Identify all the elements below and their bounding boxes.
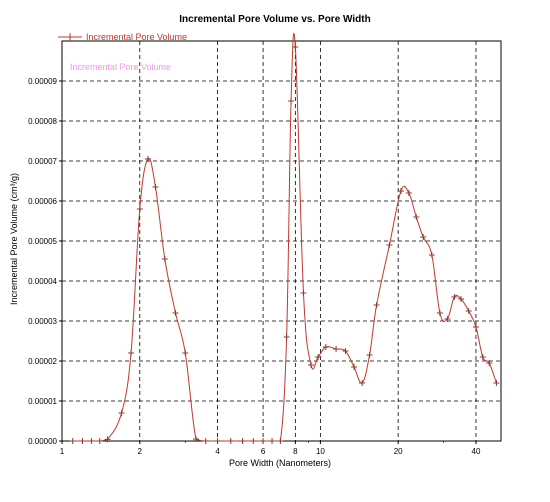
data-point-8	[144, 156, 151, 162]
data-point-38	[413, 214, 420, 220]
data-point-16	[227, 438, 234, 444]
data-point-31	[351, 364, 358, 370]
data-point-28	[322, 344, 329, 350]
y-axis-label: Incremental Pore Volume (cm³/g)	[9, 173, 19, 305]
data-point-18	[250, 438, 257, 444]
data-point-1	[79, 438, 86, 444]
data-point-46	[472, 324, 479, 330]
y-axis-ticks: 0.00000 0.00001 0.00002 0.00003 0.00004 0.000…	[28, 77, 62, 446]
data-point-26	[308, 362, 315, 368]
x-tick-label-1: 2	[138, 447, 143, 456]
data-point-44	[457, 296, 464, 302]
x-axis-ticks: 1 2 4 6 8 10 20 40	[60, 441, 481, 456]
y-tick-label-3: 0.00003	[28, 317, 57, 326]
data-point-29	[333, 346, 340, 352]
data-point-6	[128, 350, 135, 356]
data-point-43	[451, 294, 458, 300]
x-tick-label-4: 8	[293, 447, 298, 456]
data-point-13	[192, 436, 199, 442]
y-tick-label-2: 0.00002	[28, 357, 57, 366]
data-point-33	[366, 352, 373, 358]
x-tick-label-7: 40	[472, 447, 481, 456]
data-point-5	[118, 410, 125, 416]
data-point-22	[283, 334, 290, 340]
data-point-48	[486, 360, 493, 366]
data-point-12	[182, 350, 189, 356]
data-point-35	[386, 242, 393, 248]
y-tick-label-5: 0.00005	[28, 237, 57, 246]
y-tick-label-7: 0.00007	[28, 157, 57, 166]
data-point-3	[96, 438, 103, 444]
x-tick-label-0: 1	[60, 447, 65, 456]
data-point-4	[104, 436, 111, 443]
data-point-2	[88, 438, 95, 444]
y-tick-label-8: 0.00008	[28, 117, 57, 126]
x-tick-label-2: 4	[215, 447, 220, 456]
y-tick-label-0: 0.00000	[28, 437, 57, 446]
data-point-32	[359, 380, 366, 386]
x-tick-label-3: 6	[261, 447, 266, 456]
data-point-40	[428, 252, 435, 258]
x-tick-label-5: 10	[316, 447, 325, 456]
legend-label: Incremental Pore Volume	[86, 32, 187, 42]
data-point-0	[69, 438, 76, 444]
y-tick-label-9: 0.00009	[28, 77, 57, 86]
data-point-7	[136, 206, 143, 212]
data-point-47	[479, 354, 486, 360]
data-point-49	[493, 380, 500, 386]
data-point-39	[420, 234, 427, 240]
data-point-9	[152, 184, 159, 190]
legend: Incremental Pore Volume Incremental Pore…	[58, 32, 187, 72]
grid-lines	[62, 41, 501, 441]
data-point-20	[269, 438, 276, 444]
data-point-11	[172, 310, 179, 316]
x-tick-label-6: 20	[394, 447, 403, 456]
data-point-45	[465, 308, 472, 314]
data-point-41	[436, 310, 443, 316]
series-markers	[69, 44, 500, 444]
data-point-34	[373, 302, 380, 308]
data-point-17	[239, 438, 246, 444]
data-point-36	[397, 188, 404, 194]
chart-title: Incremental Pore Volume vs. Pore Width	[179, 14, 370, 25]
data-point-30	[342, 348, 349, 354]
data-point-25	[300, 290, 307, 296]
data-point-42	[444, 316, 451, 322]
data-point-37	[405, 190, 412, 196]
data-point-10	[161, 256, 168, 262]
data-point-27	[315, 354, 322, 360]
legend-label-ghost: Incremental Pore Volume	[70, 62, 171, 72]
y-tick-label-1: 0.00001	[28, 397, 57, 406]
data-point-21	[277, 438, 284, 444]
data-point-19	[260, 438, 267, 444]
x-axis-label: Pore Width (Nanometers)	[229, 458, 331, 468]
series-line-incremental-pore-volume	[72, 33, 497, 442]
data-point-24	[292, 44, 299, 50]
data-point-14	[202, 438, 209, 444]
y-tick-label-6: 0.00006	[28, 197, 57, 206]
data-point-23	[288, 98, 295, 104]
data-point-15	[214, 438, 221, 444]
series-layer	[69, 33, 500, 444]
y-tick-label-4: 0.00004	[28, 277, 57, 286]
